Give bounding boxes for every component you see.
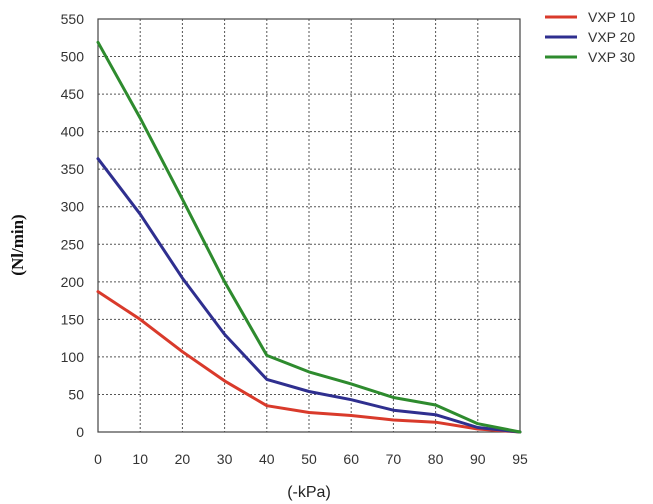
grid — [97, 18, 521, 433]
x-axis-title: (-kPa) — [287, 484, 331, 501]
y-tick-label: 450 — [61, 86, 85, 102]
x-tick-label: 70 — [386, 451, 402, 467]
x-axis-ticks: 0 10 20 30 40 50 60 70 80 90 95 — [94, 451, 528, 467]
legend-label: VXP 20 — [588, 29, 635, 45]
y-tick-label: 500 — [61, 49, 85, 65]
y-tick-label: 0 — [76, 424, 84, 440]
x-tick-label: 60 — [343, 451, 359, 467]
x-tick-label: 10 — [132, 451, 148, 467]
legend-label: VXP 10 — [588, 9, 635, 25]
x-tick-label: 50 — [301, 451, 317, 467]
y-tick-label: 250 — [61, 236, 85, 252]
x-tick-label: 20 — [175, 451, 191, 467]
series-line-vxp-10 — [96, 290, 522, 434]
legend: VXP 10 VXP 20 VXP 30 — [545, 9, 635, 65]
y-tick-label: 350 — [61, 161, 85, 177]
x-tick-label: 80 — [428, 451, 444, 467]
x-tick-label: 0 — [94, 451, 102, 467]
x-tick-label: 30 — [217, 451, 233, 467]
y-axis-ticks: 0 50 100 150 200 250 300 350 400 450 500 550 — [61, 11, 85, 440]
x-tick-label: 95 — [512, 451, 528, 467]
plot-frame — [97, 18, 521, 433]
y-tick-label: 400 — [61, 124, 85, 140]
series-line-vxp-20 — [96, 157, 522, 434]
y-tick-label: 300 — [61, 199, 85, 215]
y-tick-label: 100 — [61, 349, 85, 365]
x-tick-label: 90 — [470, 451, 486, 467]
y-tick-label: 150 — [61, 311, 85, 327]
x-tick-label: 40 — [259, 451, 275, 467]
series-lines — [96, 40, 522, 434]
y-tick-label: 550 — [61, 11, 85, 27]
series-line-vxp-30 — [96, 40, 522, 434]
y-tick-label: 200 — [61, 274, 85, 290]
legend-label: VXP 30 — [588, 49, 635, 65]
y-axis-title: (Nl/min) — [8, 214, 27, 275]
y-tick-label: 50 — [68, 386, 84, 402]
